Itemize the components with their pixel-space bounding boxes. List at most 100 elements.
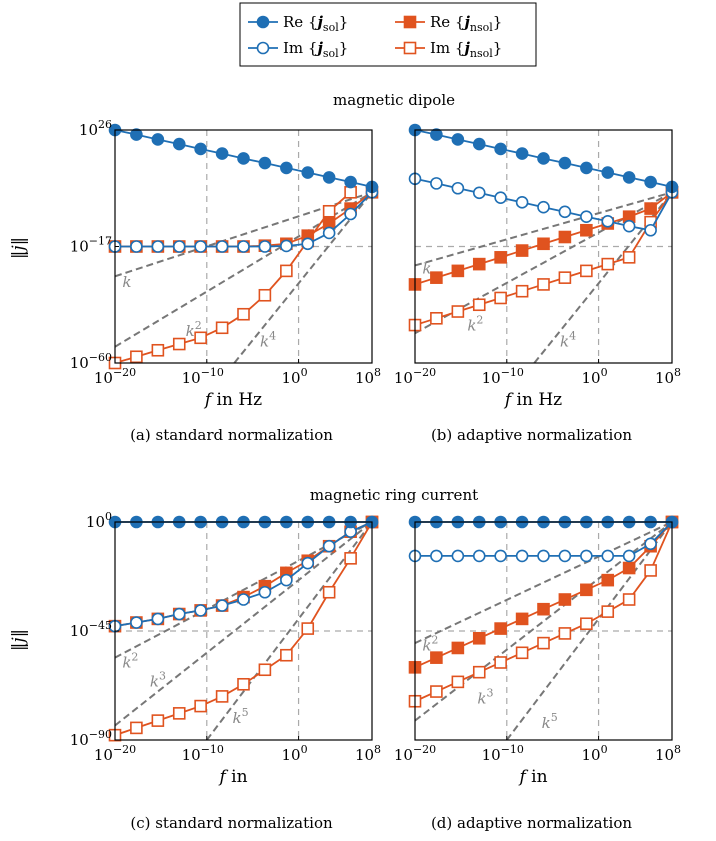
x-tick-label: 108 xyxy=(355,366,381,387)
point-re_sol xyxy=(494,142,507,156)
point-re_nsol xyxy=(601,573,615,587)
x-tick-label: 108 xyxy=(355,743,381,764)
x-tick-label: 108 xyxy=(655,743,681,764)
point-re_nsol xyxy=(472,631,486,645)
point-im_nsol xyxy=(322,585,336,599)
point-im_nsol xyxy=(258,288,272,302)
point-im_nsol xyxy=(451,675,465,689)
point-re_sol xyxy=(130,128,143,141)
point-im_sol xyxy=(151,612,165,626)
point-im_sol xyxy=(622,549,636,563)
point-re_nsol xyxy=(558,593,572,606)
series-line-im_sol xyxy=(114,521,373,628)
series-line-im_nsol xyxy=(114,521,373,737)
point-im_nsol xyxy=(194,699,207,713)
series-line-im_nsol xyxy=(114,191,352,364)
point-re_nsol xyxy=(580,583,593,597)
point-im_nsol xyxy=(151,714,165,727)
x-tick-label: 10−20 xyxy=(394,743,436,764)
x-tick-label: 100 xyxy=(582,366,608,387)
point-im_nsol xyxy=(172,707,186,720)
ref-line-k4 xyxy=(233,191,372,363)
series-re_sol xyxy=(408,123,679,194)
series-im_nsol xyxy=(108,186,357,370)
series-line-re_nsol xyxy=(114,521,373,628)
point-im_sol xyxy=(280,239,293,253)
point-im_sol xyxy=(172,240,186,253)
point-re_sol xyxy=(172,137,186,151)
ref-label-k2: k2 xyxy=(422,633,438,654)
section-title-bottom: magnetic ring current xyxy=(310,486,478,504)
legend-item-re_sol: Re {jsol} xyxy=(248,13,348,34)
point-im_sol xyxy=(601,549,615,563)
point-re_nsol xyxy=(494,251,507,264)
ref-line-k2 xyxy=(415,522,672,645)
point-im_nsol xyxy=(258,663,272,677)
x-axis-label: f in xyxy=(217,767,247,787)
ylabel-bottom: ‖j‖ xyxy=(9,629,29,651)
point-im_sol xyxy=(558,205,572,219)
point-im_sol xyxy=(622,219,636,233)
legend-label: Re {jnsol} xyxy=(430,13,502,34)
point-re_sol xyxy=(622,171,636,184)
point-im_nsol xyxy=(151,343,165,357)
x-tick-label: 10−20 xyxy=(394,366,436,387)
point-re_nsol xyxy=(430,651,443,664)
point-im_sol xyxy=(258,240,272,253)
legend-item-im_nsol: Im {jnsol} xyxy=(395,39,502,60)
point-im_sol xyxy=(472,549,486,563)
point-im_nsol xyxy=(430,311,443,325)
point-im_sol xyxy=(237,593,250,606)
point-re_sol xyxy=(151,133,165,146)
x-axis-label: f in Hz xyxy=(203,390,262,410)
series-im_nsol xyxy=(108,515,379,742)
point-im_sol xyxy=(194,604,207,617)
x-axis-label: f in Hz xyxy=(503,390,562,410)
ref-label-k3: k3 xyxy=(477,687,493,708)
x-tick-label: 100 xyxy=(282,743,308,764)
y-tick-label: 100 xyxy=(86,510,112,531)
x-axis-label: f in xyxy=(517,767,547,787)
panel-a: k k2 k4 10−20 10−10 100 108 1026 10−17 10−60 f in … xyxy=(70,118,381,444)
ref-label-k4: k4 xyxy=(560,330,576,351)
point-im_nsol xyxy=(344,552,357,565)
series-re_sol xyxy=(108,123,379,194)
point-im_sol xyxy=(515,196,529,209)
point-re_sol xyxy=(430,128,443,141)
point-im_nsol xyxy=(558,627,572,640)
legend-item-re_nsol: Re {jnsol} xyxy=(395,13,502,34)
point-im_sol xyxy=(215,599,229,612)
point-im_sol xyxy=(430,549,443,563)
x-tick-label: 10−20 xyxy=(94,743,136,764)
point-re_nsol xyxy=(451,641,465,655)
point-re_nsol xyxy=(622,561,636,575)
point-im_nsol xyxy=(601,605,615,618)
legend-label: Im {jnsol} xyxy=(430,39,502,60)
point-im_sol xyxy=(451,181,465,195)
legend-marker xyxy=(403,41,417,55)
point-re_sol xyxy=(237,152,250,165)
point-re_sol xyxy=(451,133,465,146)
point-im_sol xyxy=(130,240,143,253)
point-im_sol xyxy=(644,223,657,237)
series-im_sol xyxy=(108,186,379,253)
point-im_nsol xyxy=(537,278,550,291)
ref-label-k1: k xyxy=(122,273,131,291)
ref-label-k2: k2 xyxy=(122,650,138,671)
point-im_sol xyxy=(151,240,165,253)
point-re_sol xyxy=(580,161,593,175)
point-im_nsol xyxy=(472,298,486,312)
ref-label-k4: k4 xyxy=(260,330,276,351)
legend-marker xyxy=(256,41,270,55)
point-im_nsol xyxy=(280,264,293,278)
y-tick-label: 10−17 xyxy=(70,235,112,256)
x-tick-label: 100 xyxy=(282,366,308,387)
legend-label: Im {jsol} xyxy=(283,39,348,60)
point-re_sol xyxy=(601,166,615,179)
ref-label-k5: k5 xyxy=(232,706,248,727)
point-im_nsol xyxy=(451,305,465,318)
point-im_nsol xyxy=(537,636,550,650)
y-tick-label: 1026 xyxy=(79,118,112,139)
point-im_sol xyxy=(215,240,229,253)
